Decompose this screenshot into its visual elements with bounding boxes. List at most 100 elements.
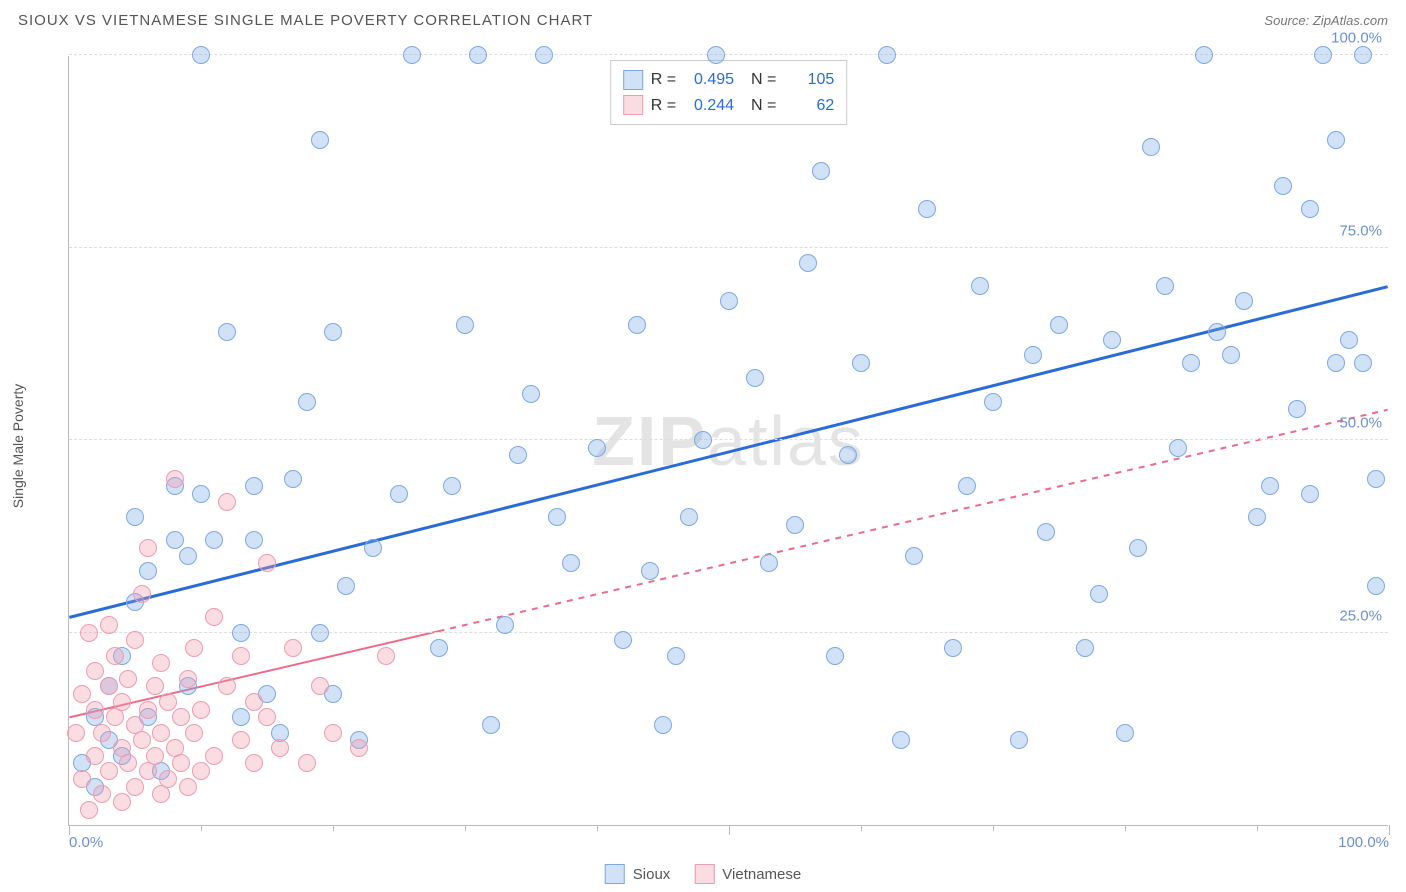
data-point [218, 677, 236, 695]
x-tick-major [1389, 825, 1390, 835]
data-point [1354, 46, 1372, 64]
data-point [654, 716, 672, 734]
x-tick [201, 825, 202, 831]
data-point [126, 508, 144, 526]
data-point [1169, 439, 1187, 457]
chart-header: SIOUX VS VIETNAMESE SINGLE MALE POVERTY … [0, 0, 1406, 37]
data-point [139, 562, 157, 580]
n-value: 62 [784, 93, 834, 119]
data-point [1340, 331, 1358, 349]
y-tick-label: 100.0% [1331, 30, 1382, 47]
data-point [205, 747, 223, 765]
data-point [73, 770, 91, 788]
x-tick [1257, 825, 1258, 831]
data-point [562, 554, 580, 572]
data-point [139, 762, 157, 780]
data-point [984, 393, 1002, 411]
data-point [786, 516, 804, 534]
data-point [106, 647, 124, 665]
scatter-chart: ZIPatlas R = 0.495 N = 105 R = 0.244 N =… [68, 56, 1388, 826]
data-point [958, 477, 976, 495]
data-point [232, 708, 250, 726]
data-point [100, 677, 118, 695]
data-point [126, 631, 144, 649]
data-point [522, 385, 540, 403]
data-point [152, 785, 170, 803]
data-point [1301, 485, 1319, 503]
legend-row: R = 0.244 N = 62 [623, 93, 835, 119]
legend-item: Sioux [605, 864, 671, 884]
data-point [185, 639, 203, 657]
x-tick [861, 825, 862, 831]
y-tick-label: 25.0% [1339, 607, 1382, 624]
data-point [1248, 508, 1266, 526]
data-point [179, 778, 197, 796]
data-point [152, 724, 170, 742]
data-point [1367, 577, 1385, 595]
data-point [1129, 539, 1147, 557]
data-point [192, 485, 210, 503]
legend-item: Vietnamese [694, 864, 801, 884]
data-point [100, 616, 118, 634]
data-point [139, 701, 157, 719]
data-point [694, 431, 712, 449]
data-point [159, 693, 177, 711]
y-axis-title: Single Male Poverty [10, 384, 26, 509]
data-point [1354, 354, 1372, 372]
data-point [878, 46, 896, 64]
data-point [106, 708, 124, 726]
data-point [67, 724, 85, 742]
data-point [443, 477, 461, 495]
data-point [1037, 523, 1055, 541]
data-point [192, 46, 210, 64]
r-value: 0.495 [684, 67, 734, 93]
data-point [337, 577, 355, 595]
data-point [430, 639, 448, 657]
data-point [641, 562, 659, 580]
data-point [469, 46, 487, 64]
data-point [1195, 46, 1213, 64]
n-value: 105 [784, 67, 834, 93]
x-tick [333, 825, 334, 831]
data-point [588, 439, 606, 457]
data-point [892, 731, 910, 749]
data-point [1301, 200, 1319, 218]
data-point [746, 369, 764, 387]
data-point [93, 724, 111, 742]
x-tick [1125, 825, 1126, 831]
data-point [86, 662, 104, 680]
data-point [1288, 400, 1306, 418]
x-tick [597, 825, 598, 831]
legend-label: Vietnamese [722, 866, 801, 883]
data-point [1327, 131, 1345, 149]
data-point [86, 747, 104, 765]
data-point [166, 531, 184, 549]
data-point [146, 677, 164, 695]
data-point [1222, 346, 1240, 364]
data-point [1024, 346, 1042, 364]
data-point [113, 693, 131, 711]
data-point [73, 685, 91, 703]
data-point [1010, 731, 1028, 749]
data-point [205, 608, 223, 626]
data-point [284, 639, 302, 657]
chart-source: Source: ZipAtlas.com [1264, 13, 1388, 28]
data-point [839, 446, 857, 464]
legend-label: Sioux [633, 866, 671, 883]
data-point [1235, 292, 1253, 310]
x-tick [993, 825, 994, 831]
legend-swatch [605, 864, 625, 884]
data-point [1076, 639, 1094, 657]
data-point [179, 670, 197, 688]
data-point [324, 323, 342, 341]
data-point [245, 693, 263, 711]
x-tick-label: 100.0% [1338, 834, 1389, 851]
data-point [377, 647, 395, 665]
data-point [218, 323, 236, 341]
data-point [133, 731, 151, 749]
data-point [113, 793, 131, 811]
data-point [166, 470, 184, 488]
data-point [1103, 331, 1121, 349]
data-point [403, 46, 421, 64]
data-point [1314, 46, 1332, 64]
